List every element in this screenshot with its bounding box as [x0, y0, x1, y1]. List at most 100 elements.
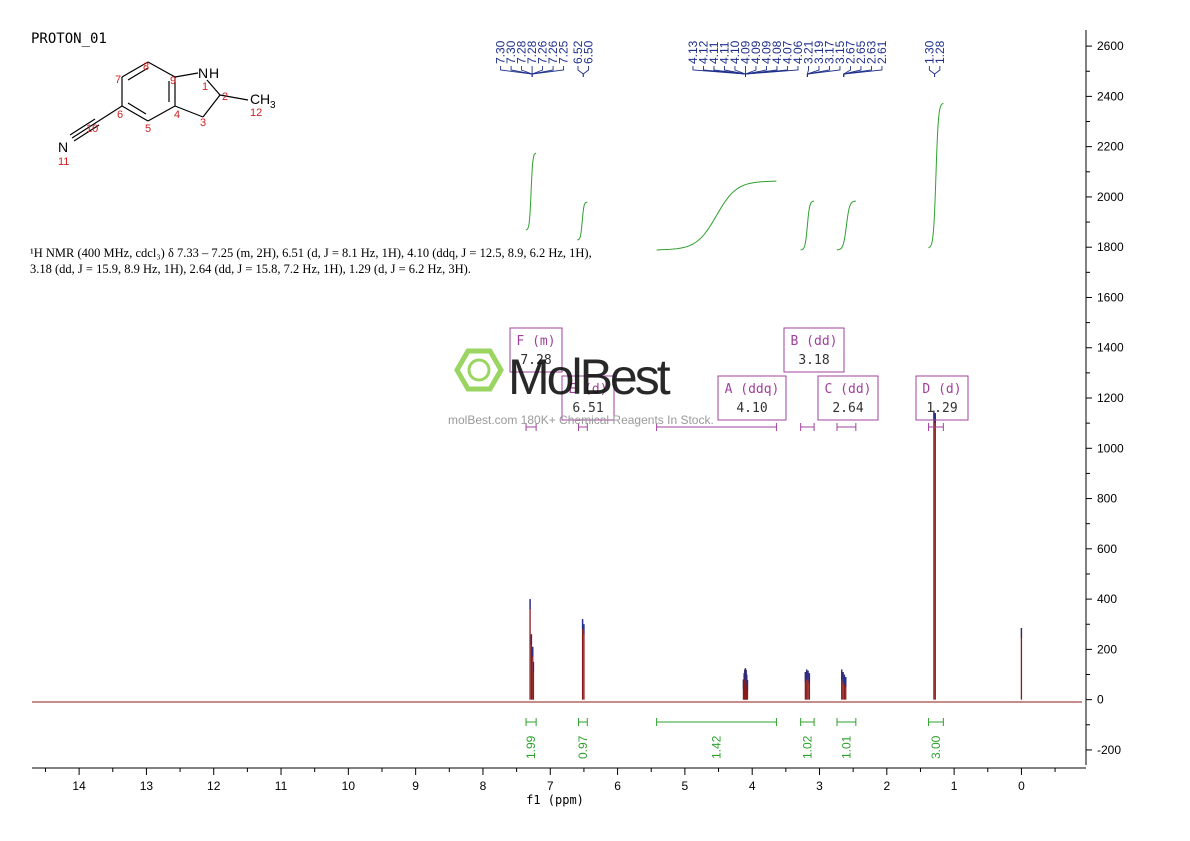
spectrum-title: PROTON_01	[31, 31, 107, 47]
x-tick-label: 0	[1018, 779, 1025, 793]
y-tick-label: 1200	[1097, 391, 1124, 405]
peak-label: 2.67	[843, 40, 857, 64]
multiplet-label: B (dd)	[791, 334, 838, 349]
watermark-url: molBest.com 180K+ Chemical Reagents In S…	[448, 413, 714, 427]
peak-label: 6.50	[582, 40, 596, 64]
peak-label: 7.28	[525, 40, 539, 64]
multiplet-label: C (dd)	[825, 382, 872, 397]
peak-label-connector	[521, 66, 533, 77]
x-tick-label: 6	[614, 779, 621, 793]
y-tick-label: 800	[1097, 492, 1117, 506]
x-axis-label: f1 (ppm)	[526, 793, 584, 807]
integral-value: 3.00	[929, 735, 943, 759]
x-tick-label: 8	[480, 779, 487, 793]
x-tick-label: 9	[412, 779, 419, 793]
multiplet-shift: 1.29	[926, 401, 957, 416]
atom-number: 1	[202, 81, 208, 93]
peak-label: 4.09	[738, 40, 752, 64]
peak-label: 6.52	[571, 40, 585, 64]
multiplet-label: D (d)	[922, 382, 961, 397]
multiplet-box	[915, 375, 969, 421]
molecule-structure: N H C H 3 N 1 2 3 4 5 6 7 8 9 10 11 12	[58, 61, 276, 168]
peak-label: 4.09	[759, 40, 773, 64]
multiplet-shift: 3.18	[798, 353, 829, 368]
multiplet-boxes: F (m) 7.28 E (d) 6.51 A (ddq) 4.10 B (dd) 3.18 C…	[509, 327, 969, 431]
peak-label: 7.30	[494, 40, 508, 64]
peak-label: 4.11	[707, 41, 721, 64]
peak-label: 4.06	[791, 40, 805, 64]
peak-label: 4.13	[686, 40, 700, 64]
peak-label: 4.12	[696, 40, 710, 64]
integral-curve	[800, 200, 815, 251]
multiplet-shift: 2.64	[832, 401, 863, 416]
peak-label-connector	[531, 66, 544, 77]
atom-number: 9	[170, 75, 176, 87]
peak-label: 4.10	[728, 40, 742, 64]
y-tick-label: 1000	[1097, 441, 1124, 455]
multiplet-box	[717, 375, 787, 421]
peak-label: 7.26	[546, 40, 560, 64]
atom-number: 6	[117, 109, 123, 121]
y-tick-label: 2000	[1097, 190, 1124, 204]
atom-number: 8	[143, 61, 149, 73]
peak-label-connector	[582, 66, 589, 77]
peak-label: 7.28	[515, 40, 529, 64]
multiplet-box	[509, 327, 563, 373]
atom-number: 2	[222, 91, 228, 103]
atom-number: 10	[86, 123, 98, 135]
atom-number: 11	[58, 156, 69, 168]
peak-label: 4.11	[717, 41, 731, 64]
integral-value: 1.99	[524, 735, 538, 759]
y-tick-label: 2400	[1097, 89, 1124, 103]
x-tick-label: 7	[547, 779, 554, 793]
atom-label: H	[209, 65, 219, 81]
peak-label: 1.30	[922, 40, 936, 64]
integral-value: 1.01	[839, 735, 853, 759]
multiplet-box	[561, 375, 615, 421]
peaks	[529, 410, 1023, 700]
multiplet-shift: 7.28	[520, 353, 551, 368]
molbest-logo-icon	[454, 348, 504, 392]
atom-number: 4	[174, 109, 180, 121]
atom-label: C	[250, 91, 260, 107]
multiplet-label: A (ddq)	[725, 382, 780, 397]
x-axis: 14 13 12 11 10 9 8 7 6 5 4 3 2 1 0 f1 (ppm)	[32, 767, 1086, 807]
peak-label: 7.30	[504, 40, 518, 64]
multiplet-label: F (m)	[516, 334, 555, 349]
integral-curve	[836, 200, 856, 251]
peak-label-connector	[928, 66, 936, 77]
peak-label: 7.25	[557, 40, 571, 64]
nmr-description: ¹H NMR (400 MHz, cdcl₃) δ 7.33 – 7.25 (m…	[30, 246, 592, 276]
atom-number: 3	[200, 117, 206, 129]
peak-label: 4.07	[780, 40, 794, 64]
x-tick-label: 13	[140, 779, 154, 793]
y-tick-label: 600	[1097, 542, 1117, 556]
y-tick-label: -200	[1097, 743, 1121, 757]
peak-label-connector	[843, 66, 883, 77]
integral-curves	[525, 102, 944, 251]
y-tick-label: 1800	[1097, 240, 1124, 254]
peak-label-connector	[734, 66, 746, 77]
integral-curve	[928, 102, 944, 249]
y-tick-label: 1600	[1097, 290, 1124, 304]
x-tick-label: 5	[682, 779, 689, 793]
atom-number: 5	[145, 123, 151, 135]
x-tick-label: 11	[275, 779, 288, 793]
peak-label-connector	[934, 66, 941, 77]
multiplet-box	[817, 375, 879, 421]
peak-labels: 7.307.307.287.287.267.267.25 6.526.50 4.13…	[494, 40, 947, 77]
multiplet-shift: 4.10	[736, 401, 767, 416]
integral-value: 1.02	[800, 735, 814, 759]
y-tick-label: 1400	[1097, 341, 1124, 355]
peak-label: 7.26	[536, 40, 550, 64]
molbest-watermark: MolBest	[454, 348, 674, 405]
multiplet-label: E (d)	[568, 382, 607, 397]
x-tick-label: 2	[883, 779, 890, 793]
peak-label-connector	[531, 66, 565, 77]
multiplet-shift: 6.51	[572, 401, 603, 416]
peak-label: 3.15	[833, 40, 847, 64]
y-tick-label: 2600	[1097, 39, 1124, 53]
x-tick-label: 1	[951, 779, 958, 793]
peak-label-connector	[806, 66, 820, 77]
